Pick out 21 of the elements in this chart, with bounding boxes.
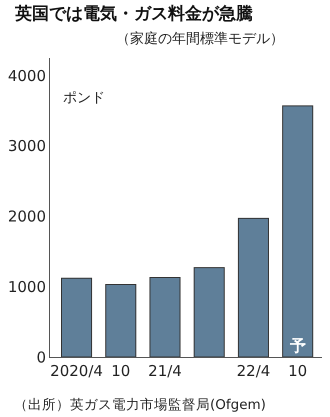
y-tick-label: 0 <box>36 348 46 366</box>
text: （出所）英ガス電力市場監督局(Ofgem) <box>14 397 266 413</box>
x-tick-label: 21/4 <box>148 362 182 380</box>
bar <box>61 278 92 357</box>
bar <box>149 277 181 357</box>
y-tick-label: 3000 <box>8 137 46 156</box>
y-tick-label: 4000 <box>8 66 46 85</box>
x-tick-label: 10 <box>111 362 130 380</box>
x-tick-label: 10 <box>288 362 308 380</box>
y-tick-label: 1000 <box>8 278 46 296</box>
x-tick-label: 22/4 <box>236 362 270 380</box>
y-tick-label: 2000 <box>8 208 46 226</box>
bar <box>194 267 225 357</box>
x-tick-label: 2020/4 <box>50 362 103 380</box>
annotation: 予 <box>289 336 306 355</box>
chart-subtitle: （家庭の年間標準モデル） <box>116 31 284 47</box>
bar <box>238 218 269 357</box>
chart-title: 英国では電気・ガス料金が急騰 <box>14 4 253 24</box>
annotation: ポンド <box>63 90 105 106</box>
bar <box>282 105 314 357</box>
bar <box>105 284 136 357</box>
